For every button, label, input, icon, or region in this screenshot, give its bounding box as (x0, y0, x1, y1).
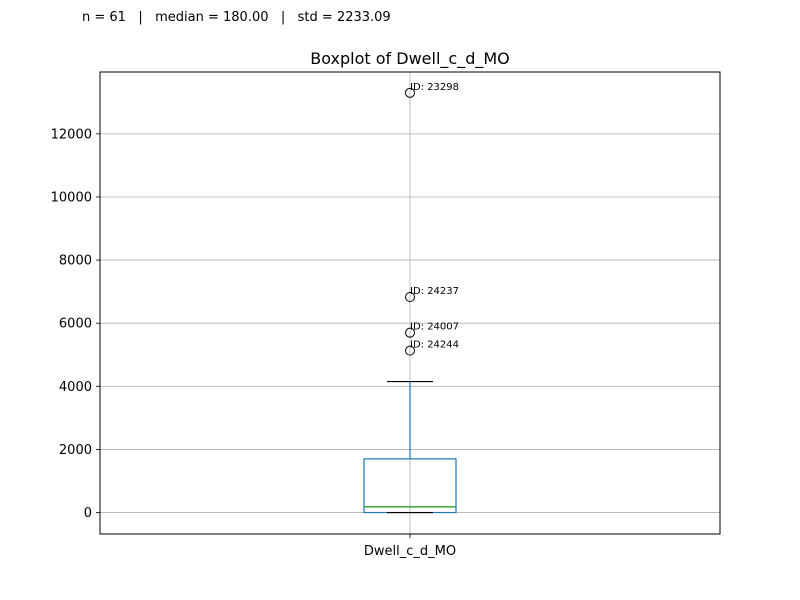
outlier-label: ID: 24237 (410, 286, 459, 297)
outlier-labels: ID: 23298 ID: 24237 ID: 24007 ID: 24244 (410, 82, 459, 351)
outlier-label: ID: 23298 (410, 82, 459, 93)
y-tick-label: 0 (84, 506, 92, 521)
summary-statistics: n = 61 | median = 180.00 | std = 2233.09 (82, 10, 391, 25)
outlier-label: ID: 24007 (410, 322, 459, 333)
outlier-label: ID: 24244 (410, 340, 459, 351)
y-tick-label: 8000 (59, 254, 92, 269)
y-tick-label: 10000 (51, 190, 92, 205)
axis-ticks: 0 2000 4000 6000 8000 10000 12000 Dwell_c_d_MO (51, 127, 456, 559)
y-tick-label: 4000 (59, 380, 92, 395)
outlier-point (405, 87, 415, 98)
x-tick-label: Dwell_c_d_MO (364, 544, 456, 559)
gridlines (100, 72, 720, 534)
outlier-point (405, 292, 415, 303)
outlier-point (405, 327, 415, 338)
y-tick-label: 2000 (59, 443, 92, 458)
chart-title: Boxplot of Dwell_c_d_MO (310, 49, 510, 69)
y-tick-label: 12000 (51, 127, 92, 142)
box-layer (363, 87, 457, 514)
y-tick-label: 6000 (59, 317, 92, 332)
outlier-point (405, 345, 415, 356)
